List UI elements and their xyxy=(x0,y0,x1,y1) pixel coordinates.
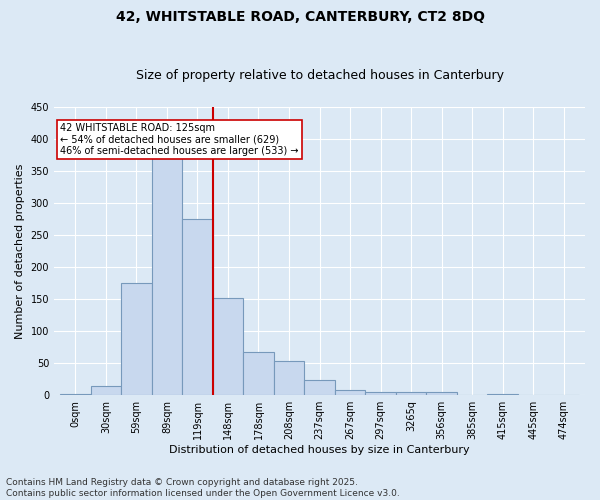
Bar xyxy=(365,392,396,395)
Bar xyxy=(91,386,121,395)
Bar xyxy=(548,394,579,395)
Bar xyxy=(427,392,457,395)
Bar xyxy=(60,394,91,395)
Bar xyxy=(182,219,213,395)
Text: Contains HM Land Registry data © Crown copyright and database right 2025.
Contai: Contains HM Land Registry data © Crown c… xyxy=(6,478,400,498)
Bar xyxy=(152,158,182,395)
Bar xyxy=(487,394,518,395)
X-axis label: Distribution of detached houses by size in Canterbury: Distribution of detached houses by size … xyxy=(169,445,470,455)
Bar xyxy=(213,298,243,395)
Bar xyxy=(243,352,274,395)
Text: 42, WHITSTABLE ROAD, CANTERBURY, CT2 8DQ: 42, WHITSTABLE ROAD, CANTERBURY, CT2 8DQ xyxy=(115,10,485,24)
Text: 42 WHITSTABLE ROAD: 125sqm
← 54% of detached houses are smaller (629)
46% of sem: 42 WHITSTABLE ROAD: 125sqm ← 54% of deta… xyxy=(60,123,299,156)
Bar xyxy=(121,283,152,395)
Bar xyxy=(304,380,335,395)
Y-axis label: Number of detached properties: Number of detached properties xyxy=(15,164,25,338)
Bar xyxy=(396,392,427,395)
Title: Size of property relative to detached houses in Canterbury: Size of property relative to detached ho… xyxy=(136,69,503,82)
Bar xyxy=(274,360,304,395)
Bar xyxy=(335,390,365,395)
